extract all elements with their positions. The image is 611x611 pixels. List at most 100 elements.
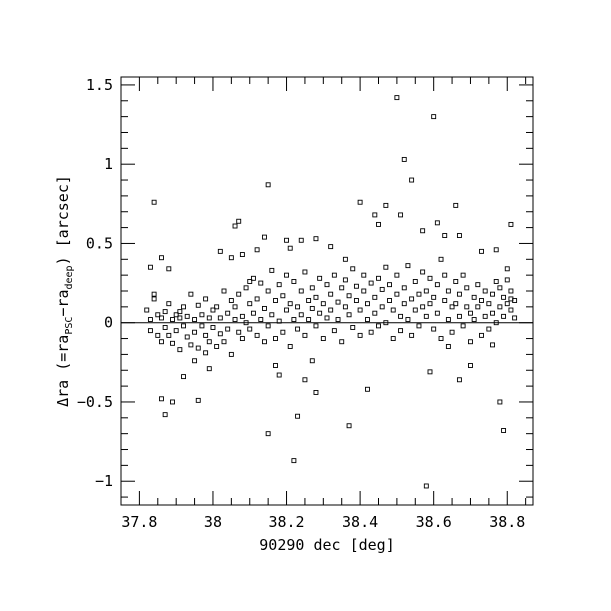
data-point (295, 326, 301, 332)
data-point (387, 282, 392, 288)
data-point (302, 377, 308, 383)
data-point (456, 313, 462, 319)
data-point (493, 247, 499, 253)
data-point (247, 279, 253, 284)
data-point (225, 326, 231, 332)
data-point (188, 291, 194, 297)
data-point (438, 336, 444, 342)
data-point (243, 285, 249, 291)
data-point (217, 248, 223, 254)
data-point (475, 282, 481, 288)
x-tick-label: 38.2 (268, 513, 304, 531)
data-point (405, 263, 411, 269)
data-point (420, 269, 426, 275)
data-point (501, 313, 507, 319)
data-point (453, 202, 459, 208)
data-point (365, 317, 370, 322)
data-point (262, 305, 267, 311)
data-point (479, 298, 484, 303)
data-point (416, 291, 422, 297)
data-point (273, 363, 278, 368)
data-point (445, 288, 451, 294)
data-point (291, 279, 297, 284)
data-point (335, 317, 341, 322)
data-point (291, 458, 297, 464)
data-point (357, 307, 363, 313)
data-point (232, 317, 238, 322)
data-point (390, 307, 396, 313)
data-point (287, 245, 293, 251)
data-point (170, 399, 175, 405)
data-point (320, 301, 326, 307)
data-point (394, 95, 400, 101)
data-point (258, 280, 264, 286)
data-point (357, 332, 363, 338)
data-point (497, 304, 503, 310)
data-point (206, 315, 212, 321)
data-point (427, 301, 433, 307)
data-point (328, 307, 334, 313)
x-tick-labels: 37.8 38 38.2 38.4 38.6 38.8 (121, 513, 525, 531)
data-point (221, 288, 227, 294)
data-point (239, 252, 245, 257)
data-point (376, 323, 381, 329)
x-tick-label: 38.8 (489, 513, 525, 531)
data-point (159, 396, 164, 402)
data-point (442, 233, 448, 238)
data-point (265, 182, 271, 188)
data-point (166, 301, 172, 307)
data-point (456, 377, 462, 383)
data-point (177, 347, 183, 353)
data-point (147, 317, 153, 322)
data-point (423, 288, 429, 294)
y-tick-label: −0.5 (77, 393, 113, 411)
data-point (501, 428, 507, 433)
data-point (504, 301, 510, 307)
data-point (269, 267, 275, 273)
data-point (159, 255, 164, 261)
data-point (302, 332, 308, 338)
data-point (232, 223, 238, 229)
data-point (236, 218, 242, 224)
data-point (416, 323, 422, 329)
data-point (346, 312, 352, 318)
data-point (287, 301, 293, 307)
data-point (453, 279, 459, 284)
data-point (508, 288, 514, 294)
y-axis-title-sub2: deep (64, 265, 75, 289)
data-point (431, 114, 437, 120)
data-point (368, 329, 374, 335)
data-point (254, 296, 260, 302)
data-point (412, 279, 418, 284)
data-point (250, 310, 256, 316)
data-point (236, 329, 242, 335)
data-point (468, 310, 473, 316)
data-point (471, 317, 477, 322)
x-tick-label: 37.8 (121, 513, 157, 531)
x-tick-label: 38.4 (342, 513, 378, 531)
data-point (368, 280, 374, 286)
data-point (239, 336, 245, 342)
data-point (331, 272, 337, 278)
data-point (195, 345, 201, 351)
data-point (387, 298, 392, 303)
data-point (273, 336, 278, 342)
data-point (181, 374, 186, 380)
data-point (184, 313, 190, 319)
data-point (405, 317, 411, 322)
data-point (401, 285, 407, 291)
data-point (280, 329, 286, 335)
data-point (427, 369, 433, 375)
data-point (423, 313, 429, 319)
data-point (166, 266, 172, 272)
data-point (456, 233, 462, 238)
data-point (162, 325, 168, 330)
data-point (254, 332, 260, 338)
data-point (155, 332, 161, 338)
data-point (228, 351, 234, 357)
data-point (159, 339, 164, 345)
data-point (284, 272, 289, 278)
data-point (298, 288, 304, 294)
data-point (479, 248, 484, 254)
y-axis-title-prefix: Δra (=ra (54, 335, 72, 407)
